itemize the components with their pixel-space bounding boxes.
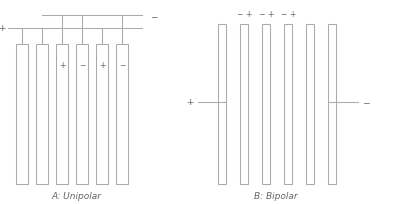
Text: −: − [79, 61, 85, 70]
Text: +: + [290, 10, 296, 19]
Text: +: + [186, 98, 194, 106]
Text: +: + [268, 10, 274, 19]
Text: −: − [236, 10, 242, 19]
Bar [76, 45, 88, 184]
Text: +: + [246, 10, 252, 19]
Text: A: Unipolar: A: Unipolar [51, 191, 101, 200]
Text: −: − [362, 98, 370, 106]
Bar [306, 24, 314, 184]
Bar [218, 24, 226, 184]
Text: −: − [150, 12, 158, 21]
Bar [116, 45, 128, 184]
Text: −: − [258, 10, 264, 19]
Text: +: + [0, 24, 6, 33]
Bar [56, 45, 68, 184]
Bar [36, 45, 48, 184]
Text: B: Bipolar: B: Bipolar [254, 191, 298, 200]
Text: +: + [59, 61, 65, 70]
Bar [96, 45, 108, 184]
Bar [284, 24, 292, 184]
Bar [262, 24, 270, 184]
Bar [16, 45, 28, 184]
Text: −: − [280, 10, 286, 19]
Text: −: − [119, 61, 125, 70]
Bar [240, 24, 248, 184]
Text: +: + [99, 61, 105, 70]
Bar [328, 24, 336, 184]
